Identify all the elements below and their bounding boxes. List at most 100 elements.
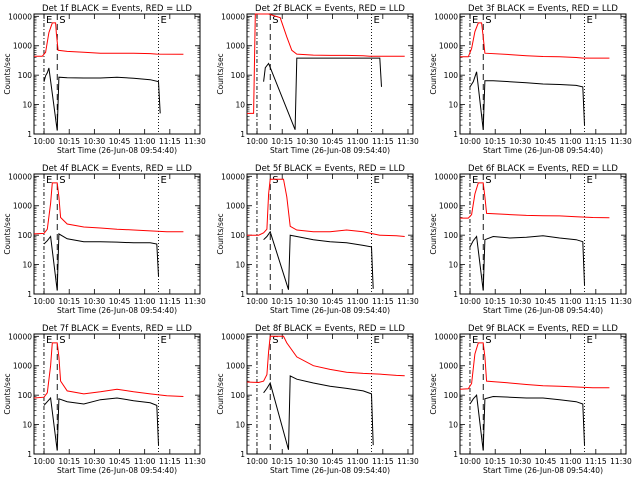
- y-axis-label: Counts/sec: [429, 53, 438, 94]
- y-axis-label: Counts/sec: [216, 213, 225, 254]
- y-tick-label: 100: [18, 71, 33, 80]
- x-tick-label: 10:30: [84, 137, 106, 146]
- marker-label-e1: E: [472, 15, 478, 26]
- y-tick-label: 10: [448, 101, 458, 110]
- y-axis-label: Counts/sec: [3, 53, 12, 94]
- plot-frame: [246, 173, 414, 295]
- marker-label-e2: E: [587, 175, 593, 186]
- y-tick-label: 1: [27, 130, 32, 139]
- x-tick-label: 11:30: [184, 137, 206, 146]
- x-tick-label: 11:15: [159, 137, 181, 146]
- chart-panel-8: Det 8f BLACK = Events, RED = LLD 1 10 100 10…: [216, 324, 419, 475]
- y-tick-label: 10000: [434, 332, 458, 341]
- x-tick-label: 11:00: [560, 137, 582, 146]
- y-tick-label: 10: [235, 261, 245, 270]
- x-tick-label: 10:00: [246, 297, 268, 306]
- y-tick-label: 100: [18, 231, 33, 240]
- chart-title: Det 2f BLACK = Events, RED = LLD: [255, 4, 405, 14]
- y-tick-label: 10: [235, 421, 245, 430]
- series-line-lld: [33, 342, 184, 399]
- marker-label-e2: E: [587, 15, 593, 26]
- chart-title: Det 8f BLACK = Events, RED = LLD: [255, 324, 405, 334]
- x-tick-label: 11:15: [372, 297, 394, 306]
- y-tick-label: 10000: [221, 12, 245, 21]
- x-tick-label: 11:15: [372, 457, 394, 466]
- x-tick-label: 11:30: [184, 297, 206, 306]
- x-tick-label: 10:30: [297, 297, 319, 306]
- series-line-events: [263, 375, 374, 450]
- plot-frame: [33, 13, 201, 135]
- y-tick-label: 10: [235, 101, 245, 110]
- x-tick-label: 10:45: [109, 297, 131, 306]
- x-tick-label: 11:30: [610, 457, 632, 466]
- x-tick-label: 10:45: [322, 297, 344, 306]
- series-line-events: [43, 67, 161, 131]
- chart-panel-2: Det 2f BLACK = Events, RED = LLD 1 10 100 10…: [216, 4, 419, 155]
- series-line-lld: [33, 182, 184, 235]
- y-tick-label: 10: [448, 261, 458, 270]
- series-line-lld: [246, 335, 405, 384]
- marker-label-e2: E: [374, 15, 380, 26]
- series-line-events: [469, 394, 585, 451]
- chart-panel-3: Det 3f BLACK = Events, RED = LLD 1 10 100 10…: [429, 4, 632, 155]
- x-tick-label: 10:30: [510, 457, 532, 466]
- y-tick-label: 100: [231, 71, 246, 80]
- x-axis-label: Start Time (26-Jun-08 09:54:40): [57, 306, 177, 315]
- x-tick-label: 10:00: [459, 297, 481, 306]
- marker-label-s: S: [59, 15, 65, 26]
- x-tick-label: 11:15: [585, 297, 607, 306]
- x-axis-label: Start Time (26-Jun-08 09:54:40): [270, 466, 390, 475]
- y-tick-label: 10000: [221, 332, 245, 341]
- x-tick-label: 10:15: [271, 297, 293, 306]
- marker-label-e2: E: [161, 335, 167, 346]
- y-axis-label: Counts/sec: [3, 213, 12, 254]
- plot-frame: [246, 333, 414, 455]
- y-tick-label: 1000: [13, 202, 32, 211]
- x-tick-label: 11:00: [347, 137, 369, 146]
- x-tick-label: 10:45: [109, 457, 131, 466]
- y-tick-label: 10: [22, 101, 32, 110]
- y-tick-label: 100: [444, 391, 459, 400]
- y-tick-label: 100: [231, 231, 246, 240]
- plot-frame: [459, 333, 627, 455]
- x-tick-label: 10:45: [322, 457, 344, 466]
- chart-title: Det 4f BLACK = Events, RED = LLD: [42, 164, 192, 174]
- y-tick-label: 1000: [226, 202, 245, 211]
- marker-label-s: S: [272, 335, 278, 346]
- chart-panel-1: Det 1f BLACK = Events, RED = LLD 1 10 100 10…: [3, 4, 206, 155]
- y-tick-label: 1000: [13, 42, 32, 51]
- x-tick-label: 11:00: [560, 457, 582, 466]
- x-tick-label: 11:30: [397, 297, 419, 306]
- plot-frame: [459, 173, 627, 295]
- chart-title: Det 6f BLACK = Events, RED = LLD: [468, 164, 618, 174]
- plot-frame: [33, 173, 201, 295]
- x-axis-label: Start Time (26-Jun-08 09:54:40): [270, 306, 390, 315]
- y-tick-label: 10000: [8, 172, 32, 181]
- chart-title: Det 5f BLACK = Events, RED = LLD: [255, 164, 405, 174]
- x-tick-label: 11:00: [134, 457, 156, 466]
- x-axis-label: Start Time (26-Jun-08 09:54:40): [483, 146, 603, 155]
- y-tick-label: 1: [27, 290, 32, 299]
- y-tick-label: 100: [444, 231, 459, 240]
- x-tick-label: 10:45: [322, 137, 344, 146]
- x-axis-label: Start Time (26-Jun-08 09:54:40): [57, 146, 177, 155]
- x-axis-label: Start Time (26-Jun-08 09:54:40): [483, 466, 603, 475]
- y-tick-label: 100: [231, 391, 246, 400]
- x-tick-label: 11:00: [560, 297, 582, 306]
- x-tick-label: 10:00: [246, 457, 268, 466]
- chart-panel-7: Det 7f BLACK = Events, RED = LLD 1 10 100 10…: [3, 324, 206, 475]
- x-tick-label: 11:00: [347, 297, 369, 306]
- marker-label-e2: E: [374, 335, 380, 346]
- y-axis-label: Counts/sec: [429, 213, 438, 254]
- series-line-events: [469, 71, 585, 130]
- series-line-lld: [460, 22, 610, 59]
- y-axis-label: Counts/sec: [216, 53, 225, 94]
- x-tick-label: 11:15: [585, 137, 607, 146]
- plot-frame: [33, 333, 201, 455]
- chart-panel-9: Det 9f BLACK = Events, RED = LLD 1 10 100 10…: [429, 324, 632, 475]
- chart-title: Det 9f BLACK = Events, RED = LLD: [468, 324, 618, 334]
- x-tick-label: 10:15: [271, 137, 293, 146]
- y-tick-label: 1000: [439, 42, 458, 51]
- y-tick-label: 10: [448, 421, 458, 430]
- x-tick-label: 10:15: [58, 137, 80, 146]
